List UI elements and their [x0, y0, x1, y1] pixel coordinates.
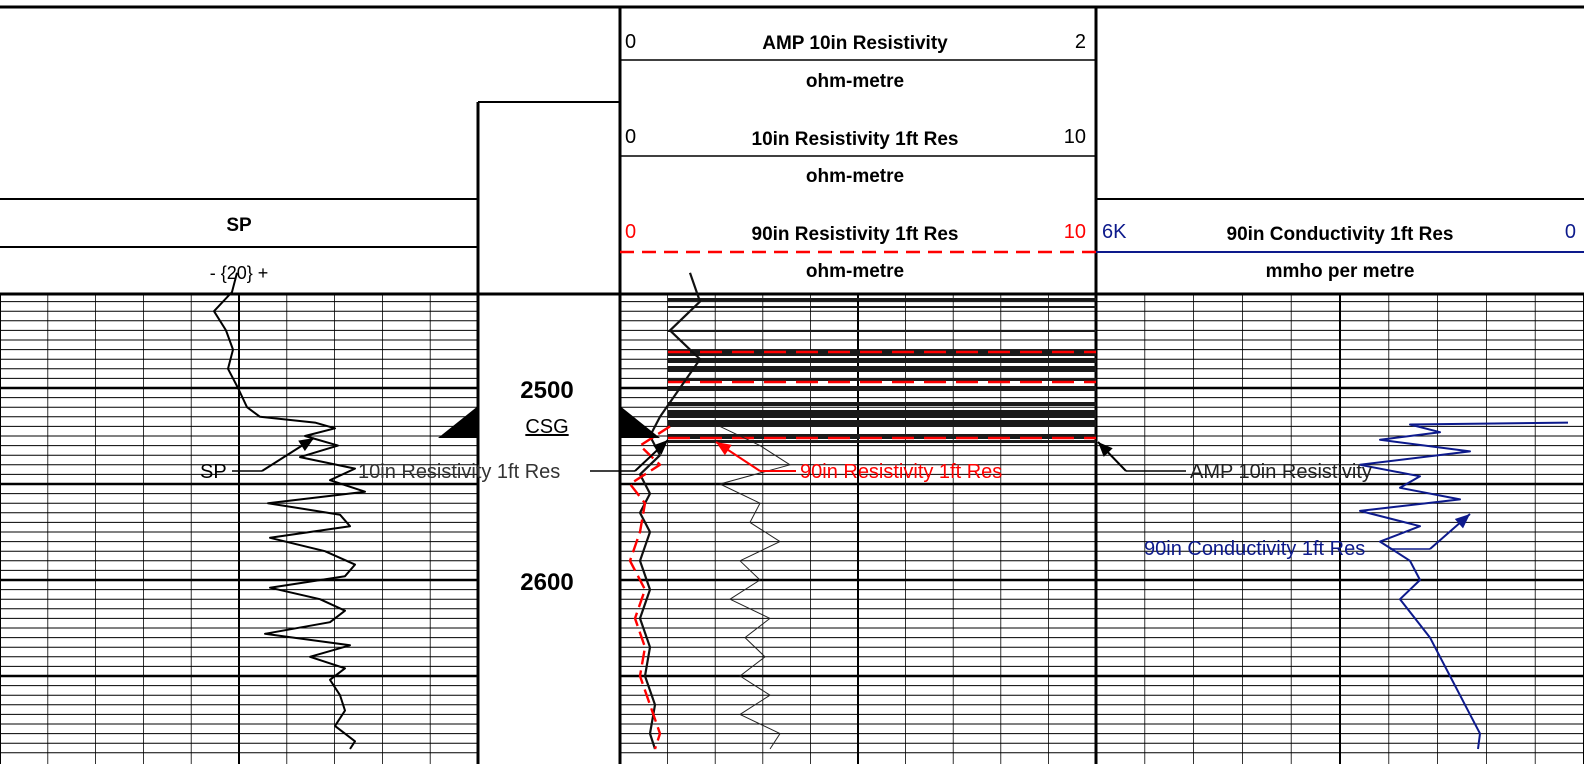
saturated-trace-band: [668, 386, 1096, 391]
annotation-leaders: [232, 437, 1471, 550]
saturated-trace-band: [668, 358, 1096, 363]
series-line-90in-resistivity-1ft-res: [628, 425, 671, 750]
res10-right-scale: 10: [1064, 126, 1086, 148]
cond90-left-scale: 6K: [1102, 221, 1127, 243]
saturated-trace-band: [668, 298, 1096, 301]
track-frame: [0, 5, 1584, 764]
res10-curve-label: 10in Resistivity 1ft Res: [358, 461, 560, 483]
res90-curve-label: 90in Resistivity 1ft Res: [800, 461, 1002, 483]
amp10-right-scale: 2: [1075, 31, 1086, 53]
amp10-header-name: AMP 10in Resistivity: [762, 33, 948, 54]
res10-left-scale: 0: [625, 126, 636, 148]
sp-arrow-head: [298, 438, 314, 452]
res90-right-scale: 10: [1064, 221, 1086, 243]
cond90-curve-label: 90in Conductivity 1ft Res: [1144, 538, 1365, 560]
saturated-trace-band: [668, 378, 1096, 381]
cond90-unit: mmho per metre: [1266, 261, 1415, 282]
saturated-trace-band: [668, 434, 1096, 439]
res10-arrow-head: [652, 440, 668, 455]
sp-header-name: SP: [226, 215, 252, 236]
log-traces: [213, 272, 1569, 750]
cond90-arrow-head: [1454, 514, 1470, 529]
amp10-arrow-head: [1098, 442, 1113, 457]
series-line-sp: [213, 272, 366, 750]
amp10-left-scale: 0: [625, 31, 636, 53]
series-line-90in-conductivity-1ft-res: [1359, 421, 1569, 750]
res10-header-name: 10in Resistivity 1ft Res: [752, 129, 959, 150]
saturated-trace-band: [668, 366, 1096, 372]
depth-label-2500: 2500: [520, 377, 573, 404]
amp10-unit: ohm-metre: [806, 71, 904, 92]
cond90-right-scale: 0: [1565, 221, 1576, 243]
res90-unit: ohm-metre: [806, 261, 904, 282]
res90-arrow-head: [716, 442, 732, 456]
res10-unit: ohm-metre: [806, 166, 904, 187]
saturated-trace-band: [668, 306, 1096, 308]
depth-label-2600: 2600: [520, 569, 573, 596]
casing-triangle-left: [438, 406, 478, 438]
sp-scale: - {20} +: [210, 263, 269, 283]
casing-markers: [438, 406, 660, 438]
amp10-curve-label: AMP 10in Resistivity: [1190, 461, 1372, 483]
casing-triangle-right: [620, 406, 660, 438]
sp-curve-label: SP: [200, 461, 227, 483]
series-line-amp-10in-resistivity: [719, 425, 791, 750]
saturated-trace-band: [668, 402, 1096, 406]
res90-header-name: 90in Resistivity 1ft Res: [752, 224, 959, 245]
saturated-trace-band: [668, 440, 1096, 443]
saturated-trace-band: [668, 410, 1096, 418]
series-line-10in-resistivity-1ft-res: [638, 272, 702, 750]
saturated-trace-band: [668, 420, 1096, 427]
casing-label: CSG: [525, 416, 568, 438]
log-grid: [0, 294, 1584, 764]
res90-left-scale: 0: [625, 221, 636, 243]
saturated-trace-band: [668, 330, 1096, 332]
cond90-header-name: 90in Conductivity 1ft Res: [1227, 224, 1454, 245]
